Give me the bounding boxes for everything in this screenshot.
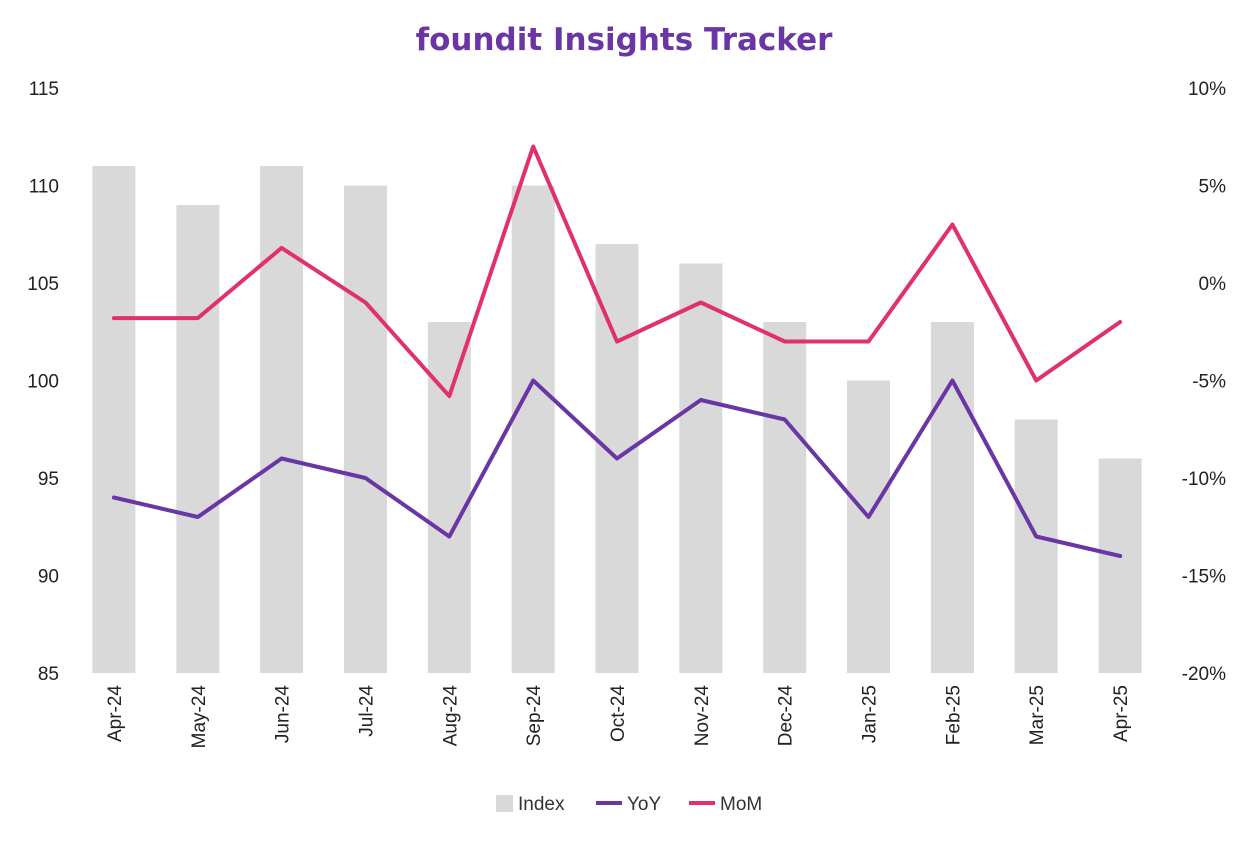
right-tick-label: 5% [1199,177,1227,198]
right-axis: -20% -15% -10% -5% 0% 5% 10% [1182,79,1226,685]
index-bar-Nov-24 [679,263,723,673]
index-bar-Apr-24 [92,166,136,673]
index-bar-Apr-25 [1098,458,1142,673]
legend-label: YoY [627,794,661,815]
x-tick-label: Oct-24 [608,685,629,742]
legend-swatch [496,795,513,812]
legend-item-mom: MoM [689,794,762,815]
right-tick-label: -5% [1192,372,1226,393]
index-bar-Sep-24 [511,185,555,673]
right-tick-label: -15% [1182,567,1226,588]
x-tick-label: Dec-24 [776,685,797,747]
left-tick-label: 90 [38,567,59,588]
mom-line [111,144,1123,399]
right-tick-label: -20% [1182,664,1226,685]
series-lines [111,144,1123,558]
chart-title: foundit Insights Tracker [416,22,833,58]
legend-label: MoM [720,794,762,815]
left-axis: 85 90 95 100 105 110 115 [27,79,59,685]
x-tick-label: Mar-25 [1027,685,1048,745]
index-bar-Jun-24 [260,166,304,673]
index-bar-Jul-24 [344,185,387,673]
index-bars [92,166,1142,673]
left-tick-label: 85 [38,664,59,685]
index-bar-Aug-24 [427,322,471,673]
left-tick-label: 105 [27,274,59,295]
x-tick-label: Feb-25 [943,685,964,745]
yoy-line [111,378,1123,558]
right-tick-label: -10% [1182,469,1226,490]
x-tick-label: Apr-24 [105,685,126,742]
legend-label: Index [518,794,565,815]
index-bar-Feb-25 [930,322,974,673]
x-tick-label: Sep-24 [524,685,545,747]
x-tick-label: Jun-24 [273,685,294,744]
x-tick-label: Apr-25 [1111,685,1132,742]
right-tick-label: 0% [1199,274,1227,295]
index-bar-Dec-24 [763,322,807,673]
left-tick-label: 100 [27,372,59,393]
x-tick-label: May-24 [189,685,210,749]
index-bar-Mar-25 [1014,419,1058,673]
x-tick-label: Nov-24 [692,685,713,747]
x-tick-label: Aug-24 [440,685,461,747]
index-bar-May-24 [176,205,220,673]
legend-item-index: Index [496,794,565,815]
x-tick-label: Jan-25 [860,685,881,743]
left-tick-label: 115 [29,79,59,100]
x-tick-label: Jul-24 [357,685,378,737]
x-axis: Apr-24 May-24 Jun-24 Jul-24 Aug-24 Sep-24 Oct-… [105,685,1132,749]
index-bar-Jan-25 [847,380,890,673]
legend-item-yoy: YoY [596,794,661,815]
left-tick-label: 95 [38,469,59,490]
left-tick-label: 110 [29,177,59,198]
right-tick-label: 10% [1188,79,1226,100]
legend: Index YoY MoM [496,794,762,815]
